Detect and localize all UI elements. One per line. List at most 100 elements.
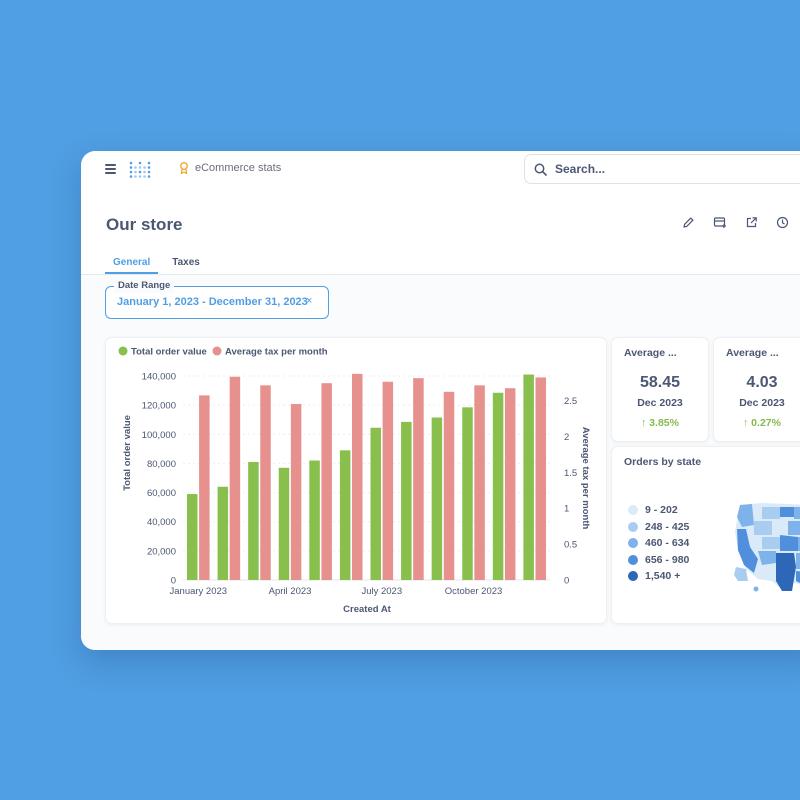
edit-button[interactable]	[678, 212, 698, 232]
legend-swatch	[628, 521, 638, 532]
bar-total-order-value[interactable]	[431, 417, 443, 580]
tab-taxes[interactable]: Taxes	[172, 257, 200, 268]
stat-title: Average ...	[726, 347, 779, 359]
y-tick-label-right: 0.5	[564, 540, 577, 551]
dashboard-tabs: General Taxes	[105, 251, 214, 274]
stat-change: ↑ 3.85%	[641, 417, 679, 429]
legend-label: 9 - 202	[645, 504, 678, 517]
legend-label: 656 - 980	[645, 553, 690, 566]
y-tick-label-left: 120,000	[142, 401, 176, 412]
bar-total-order-value[interactable]	[278, 467, 290, 580]
legend-swatch	[118, 346, 128, 356]
breadcrumb-label: eCommerce stats	[195, 162, 282, 174]
legend-label: 1,540 +	[645, 570, 681, 583]
pencil-icon	[682, 217, 693, 228]
share-button[interactable]	[741, 212, 761, 232]
tab-general[interactable]: General	[105, 251, 159, 274]
combo-bar-chart: 0 20,000 40,000 60,000 80,000 100,000 120,000 1…	[118, 346, 591, 615]
search-input[interactable]	[555, 162, 795, 176]
bar-average-tax[interactable]	[382, 381, 394, 580]
order-value-chart-card[interactable]: 0 20,000 40,000 60,000 80,000 100,000 120,000 1…	[105, 337, 607, 624]
y-axis-label-right: Average tax per month	[580, 427, 591, 530]
x-tick-label: January 2023	[170, 586, 228, 597]
stat-card-2[interactable]: Average ... 4.03 Dec 2023 ↑ 0.27%	[713, 337, 800, 442]
x-tick-label: July 2023	[361, 586, 402, 597]
y-axis-label-left: Total order value	[122, 415, 133, 491]
dashboard-actions	[678, 212, 800, 232]
bar-average-tax[interactable]	[474, 385, 485, 580]
stat-card-1[interactable]: Average ... 58.45 Dec 2023 ↑ 3.85%	[611, 337, 709, 442]
legend-label[interactable]: Total order value	[131, 347, 207, 358]
y-tick-label-left: 100,000	[142, 430, 176, 441]
map-title: Orders by state	[624, 456, 702, 468]
bar-average-tax[interactable]	[352, 373, 363, 580]
y-tick-label-right: 2.5	[564, 396, 577, 407]
filter-label: Date Range	[114, 279, 175, 293]
map-legend-item: 460 - 634	[628, 535, 689, 552]
stat-value: 4.03	[746, 374, 778, 391]
bar-total-order-value[interactable]	[309, 460, 320, 580]
search-icon	[534, 163, 547, 176]
breadcrumb[interactable]: eCommerce stats	[179, 162, 281, 174]
metabase-logo[interactable]	[129, 161, 151, 179]
legend-label: 460 - 634	[645, 537, 690, 550]
stat-value: 58.45	[639, 374, 681, 391]
bar-total-order-value[interactable]	[523, 374, 534, 580]
page-title: Our store	[106, 215, 183, 234]
bar-total-order-value[interactable]	[401, 421, 412, 580]
bar-average-tax[interactable]	[199, 395, 210, 580]
bar-average-tax[interactable]	[535, 377, 547, 580]
clock-icon	[776, 216, 789, 228]
legend-label[interactable]: Average tax per month	[225, 347, 328, 358]
x-tick-label: October 2023	[445, 586, 503, 597]
tabs-divider	[81, 274, 800, 275]
y-tick-label-right: 1.5	[564, 468, 577, 479]
history-button[interactable]	[773, 212, 793, 232]
bar-total-order-value[interactable]	[339, 450, 351, 580]
y-tick-label-right: 1	[564, 504, 569, 515]
bar-total-order-value[interactable]	[186, 494, 198, 580]
hamburger-menu-icon[interactable]	[105, 164, 116, 174]
y-tick-label-left: 140,000	[142, 372, 176, 383]
bar-total-order-value[interactable]	[217, 486, 229, 580]
bar-average-tax[interactable]	[321, 383, 332, 580]
bar-average-tax[interactable]	[413, 378, 424, 580]
bar-total-order-value[interactable]	[492, 392, 504, 580]
y-tick-label-left: 60,000	[147, 488, 176, 499]
stat-change: ↑ 0.27%	[743, 417, 781, 429]
clear-filter-icon[interactable]: ×	[306, 295, 313, 307]
y-tick-label-left: 0	[171, 576, 176, 587]
share-icon	[746, 216, 757, 227]
map-legend-item: 9 - 202	[628, 502, 689, 519]
map-legend-item: 656 - 980	[628, 552, 689, 569]
legend-swatch	[628, 571, 638, 582]
bar-average-tax[interactable]	[443, 391, 455, 580]
dashboard-content: Date Range January 1, 2023 - December 31…	[81, 275, 800, 650]
us-states-map[interactable]	[732, 495, 800, 595]
legend-swatch	[628, 554, 638, 565]
legend-swatch	[212, 346, 222, 356]
orders-by-state-card[interactable]: Orders by state 9 - 202 248 - 425 460 - …	[611, 446, 800, 624]
add-card-button[interactable]	[710, 212, 730, 232]
date-range-filter[interactable]: Date Range January 1, 2023 - December 31…	[105, 279, 329, 319]
map-legend-item: 1,540 +	[628, 568, 689, 585]
bar-total-order-value[interactable]	[248, 461, 259, 580]
legend-swatch	[628, 505, 638, 516]
bar-total-order-value[interactable]	[462, 407, 473, 580]
filter-value: January 1, 2023 - December 31, 2023	[117, 296, 308, 308]
bar-average-tax[interactable]	[290, 404, 302, 580]
stat-period: Dec 2023	[739, 397, 785, 409]
bar-average-tax[interactable]	[260, 385, 271, 580]
stat-period: Dec 2023	[637, 397, 683, 409]
collection-badge-icon	[180, 162, 188, 174]
y-tick-label-left: 40,000	[147, 517, 176, 528]
legend-swatch	[628, 538, 638, 549]
bar-average-tax[interactable]	[229, 376, 241, 580]
search-bar[interactable]	[524, 154, 800, 184]
add-card-icon	[713, 216, 726, 228]
bar-average-tax[interactable]	[504, 388, 516, 580]
stat-title: Average ...	[624, 347, 677, 359]
y-tick-label-right: 0	[564, 576, 569, 587]
bar-total-order-value[interactable]	[370, 427, 381, 580]
app-window: eCommerce stats Our store	[81, 151, 800, 650]
